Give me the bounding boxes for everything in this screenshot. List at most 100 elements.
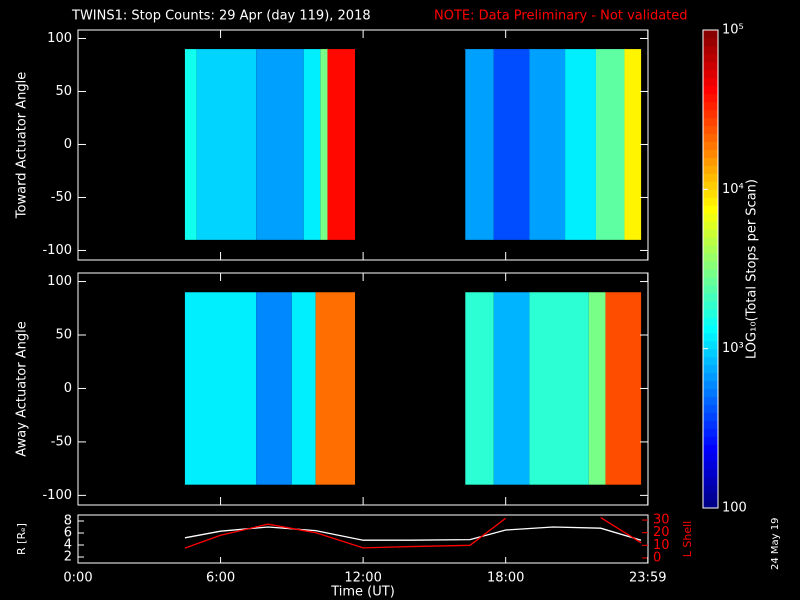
colorbar-step (703, 53, 718, 63)
colorbar-step (703, 133, 718, 143)
colorbar-step (703, 452, 718, 461)
colorbar-step (703, 484, 718, 493)
heat-cell (493, 292, 530, 485)
colorbar-tick-label: 10⁴ (722, 182, 744, 197)
colorbar-step (703, 468, 718, 477)
heat-cell (291, 292, 316, 485)
colorbar-frame (702, 29, 719, 509)
heat-cell (493, 49, 530, 240)
heat-cell (256, 292, 292, 485)
heat-cell (529, 49, 566, 240)
y-axis-label: Away Actuator Angle (15, 321, 30, 456)
colorbar-step (703, 117, 718, 127)
x-tick-label: 6:00 (206, 571, 235, 586)
heat-cell (588, 292, 606, 485)
colorbar-step (703, 85, 718, 95)
note: NOTE: Data Preliminary - Not validated (434, 9, 688, 24)
colorbar-step (703, 444, 718, 453)
heat-cell (184, 292, 257, 485)
colorbar-tick-label: 100 (722, 501, 747, 516)
y-axis-label: R [Rₑ] (15, 523, 28, 555)
y-tick-label: 2 (64, 550, 72, 565)
colorbar-step (703, 404, 718, 413)
y-tick-label: 6 (64, 526, 72, 541)
heat-cell (605, 292, 642, 485)
y-tick-label: 8 (64, 514, 72, 529)
colorbar-tick-label: 10³ (722, 341, 744, 356)
colorbar-step (703, 197, 718, 206)
colorbar-step (703, 476, 718, 485)
x-tick-label: 0:00 (63, 571, 92, 586)
colorbar-step (703, 165, 718, 174)
colorbar-step (703, 45, 718, 55)
colorbar-step (703, 308, 718, 318)
heat-cell (315, 292, 356, 485)
colorbar-step (703, 253, 718, 262)
colorbar-step (703, 436, 718, 445)
colorbar-step (703, 237, 718, 246)
colorbar-step (703, 324, 718, 334)
colorbar-step (703, 460, 718, 469)
series-line (184, 516, 642, 549)
colorbar-step (703, 213, 718, 222)
heat-cell (465, 49, 494, 240)
colorbar-step (703, 149, 718, 158)
colorbar-step (703, 245, 718, 254)
heat-cell (184, 49, 197, 240)
colorbar-step (703, 396, 718, 405)
colorbar-step (703, 388, 718, 397)
y-tick-label: 0 (64, 381, 72, 396)
colorbar-step (703, 77, 718, 87)
colorbar-step (703, 332, 718, 342)
y-tick-label: -50 (51, 434, 72, 449)
heat-cell (529, 292, 589, 485)
y-tick-label: 100 (47, 31, 72, 46)
colorbar-step (703, 372, 718, 382)
y-tick-label: -100 (42, 488, 72, 503)
colorbar-step (703, 229, 718, 238)
colorbar-step (703, 61, 718, 71)
colorbar-step (703, 420, 718, 429)
colorbar-step (703, 101, 718, 111)
colorbar-step (703, 380, 718, 389)
heat-cell (565, 49, 596, 240)
colorbar-step (703, 492, 718, 501)
x-tick-label: 23:59 (629, 571, 666, 586)
colorbar-step (703, 221, 718, 230)
y-tick-label: -100 (42, 243, 72, 258)
colorbar-step (703, 261, 718, 270)
colorbar-step (703, 348, 718, 358)
colorbar-step (703, 93, 718, 103)
heat-cell (327, 49, 356, 240)
colorbar-step (703, 316, 718, 326)
colorbar-step (703, 340, 718, 350)
colorbar-step (703, 141, 718, 150)
y2-tick-label: 30 (653, 513, 670, 528)
y2-tick-label: 0 (653, 550, 661, 565)
chart-title: TWINS1: Stop Counts: 29 Apr (day 119), 2… (71, 9, 371, 24)
y-tick-label: 50 (55, 84, 72, 99)
x-tick-label: 18:00 (487, 571, 524, 586)
colorbar-step (703, 181, 718, 190)
colorbar-step (703, 284, 718, 294)
colorbar-step (703, 37, 718, 47)
colorbar-step (703, 356, 718, 366)
colorbar-step (703, 157, 718, 166)
heat-cell (595, 49, 625, 240)
heat-cell (624, 49, 642, 240)
colorbar-step (703, 189, 718, 198)
y-axis-label: Toward Actuator Angle (15, 72, 30, 219)
y2-tick-label: 20 (653, 525, 670, 540)
y-tick-label: 50 (55, 328, 72, 343)
heat-cell (465, 292, 494, 485)
colorbar-step (703, 364, 718, 374)
y-tick-label: 4 (64, 538, 72, 553)
colorbar-step (703, 269, 718, 278)
colorbar-label: LOG₁₀(Total Stops per Scan) (745, 179, 760, 359)
colorbar-step (703, 30, 718, 39)
colorbar-step (703, 173, 718, 182)
colorbar-step (703, 292, 718, 302)
colorbar-step (703, 109, 718, 119)
